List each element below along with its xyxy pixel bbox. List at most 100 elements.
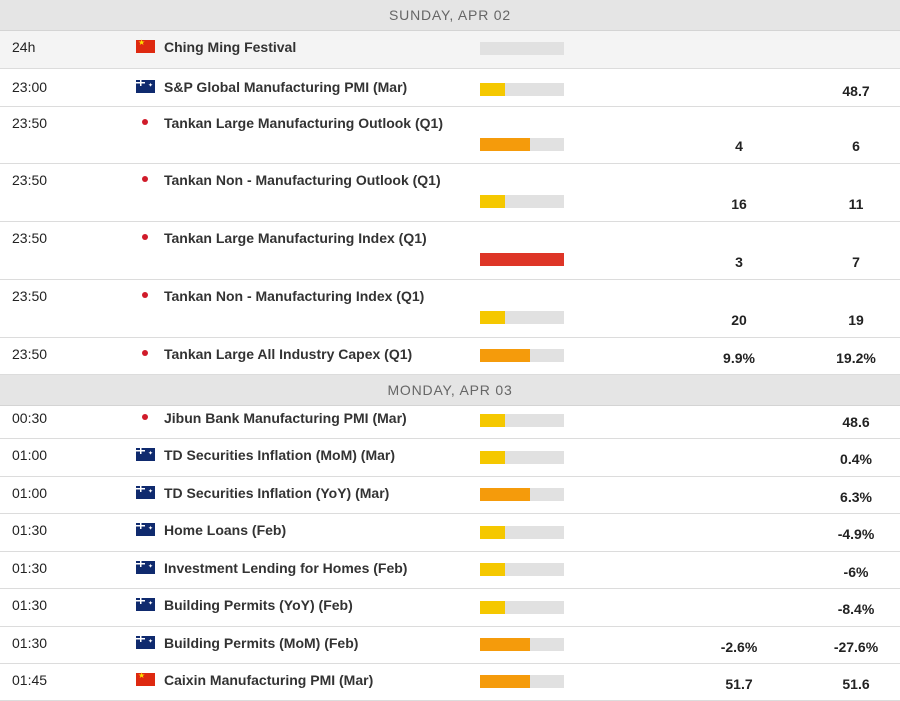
flag-jp-icon xyxy=(136,116,155,129)
flag-au-icon xyxy=(136,561,155,574)
volatility-fill xyxy=(480,675,531,688)
event-name[interactable]: Caixin Manufacturing PMI (Mar) xyxy=(164,672,374,688)
actual-value: 51.7 xyxy=(725,676,753,692)
flag-au-icon xyxy=(136,636,155,649)
event-row[interactable]: 01:45 Caixin Manufacturing PMI (Mar) 51.7 5… xyxy=(0,664,900,701)
previous-value: 7 xyxy=(852,254,860,270)
event-time: 23:50 xyxy=(12,288,48,304)
volatility-fill xyxy=(480,563,506,576)
previous-value: 48.7 xyxy=(842,83,870,99)
event-name[interactable]: Tankan Large Manufacturing Outlook (Q1) xyxy=(164,115,443,131)
actual-value: 9.9% xyxy=(723,350,755,366)
flag-au-icon xyxy=(136,448,155,461)
event-name[interactable]: Tankan Non - Manufacturing Index (Q1) xyxy=(164,288,425,304)
event-row[interactable]: 01:30 Building Permits (YoY) (Feb) -8.4% xyxy=(0,589,900,627)
actual-value: 4 xyxy=(735,138,743,154)
volatility-bar xyxy=(480,451,564,464)
event-name[interactable]: Tankan Large All Industry Capex (Q1) xyxy=(164,346,413,362)
event-time: 23:50 xyxy=(12,346,48,362)
previous-value: -6% xyxy=(843,564,869,580)
volatility-bar xyxy=(480,526,564,539)
volatility-bar xyxy=(480,675,564,688)
flag-jp-icon xyxy=(136,289,155,302)
event-name[interactable]: TD Securities Inflation (YoY) (Mar) xyxy=(164,485,390,501)
event-row[interactable]: 01:30 Home Loans (Feb) -4.9% xyxy=(0,514,900,552)
previous-value: 11 xyxy=(848,196,864,212)
volatility-bar xyxy=(480,349,564,362)
event-time: 01:30 xyxy=(12,522,48,538)
event-time: 23:00 xyxy=(12,79,48,95)
event-row[interactable]: 23:50 Tankan Large Manufacturing Outlook … xyxy=(0,107,900,164)
actual-value: 16 xyxy=(731,196,747,212)
event-row[interactable]: 01:30 Building Permits (MoM) (Feb) -2.6% -2… xyxy=(0,627,900,664)
event-row[interactable]: 00:30 Jibun Bank Manufacturing PMI (Mar) 4… xyxy=(0,406,900,439)
flag-au-icon xyxy=(136,523,155,536)
event-name[interactable]: TD Securities Inflation (MoM) (Mar) xyxy=(164,447,395,463)
flag-cn-icon xyxy=(136,38,155,53)
event-time: 23:50 xyxy=(12,172,48,188)
previous-value: 19.2% xyxy=(836,350,876,366)
event-row[interactable]: 01:00 TD Securities Inflation (MoM) (Mar)… xyxy=(0,439,900,477)
event-row[interactable]: 24h Ching Ming Festival xyxy=(0,31,900,69)
event-row[interactable]: 23:50 Tankan Large Manufacturing Index (Q… xyxy=(0,222,900,280)
flag-jp-icon xyxy=(136,347,155,360)
event-name[interactable]: Home Loans (Feb) xyxy=(164,522,287,538)
actual-value: 3 xyxy=(735,254,743,270)
volatility-fill xyxy=(480,83,506,96)
previous-value: -27.6% xyxy=(833,639,879,655)
volatility-bar xyxy=(480,195,564,208)
event-name[interactable]: Tankan Large Manufacturing Index (Q1) xyxy=(164,230,427,246)
volatility-fill xyxy=(480,414,506,427)
event-name[interactable]: Jibun Bank Manufacturing PMI (Mar) xyxy=(164,410,407,426)
volatility-bar xyxy=(480,253,564,266)
flag-au-icon xyxy=(136,598,155,611)
event-row[interactable]: 23:00 S&P Global Manufacturing PMI (Mar) 4… xyxy=(0,69,900,107)
event-name[interactable]: Building Permits (MoM) (Feb) xyxy=(164,635,359,651)
event-row[interactable]: 01:00 TD Securities Inflation (YoY) (Mar)… xyxy=(0,477,900,514)
event-time: 01:30 xyxy=(12,597,48,613)
event-row[interactable]: 23:50 Tankan Non - Manufacturing Index (Q… xyxy=(0,280,900,338)
event-time: 23:50 xyxy=(12,115,48,131)
flag-jp-icon xyxy=(136,411,155,424)
volatility-fill xyxy=(480,451,506,464)
event-name[interactable]: S&P Global Manufacturing PMI (Mar) xyxy=(164,79,408,95)
volatility-bar xyxy=(480,488,564,501)
previous-value: 6 xyxy=(852,138,860,154)
event-time: 01:30 xyxy=(12,635,48,651)
volatility-fill xyxy=(480,349,531,362)
event-name[interactable]: Ching Ming Festival xyxy=(164,39,297,55)
event-name[interactable]: Building Permits (YoY) (Feb) xyxy=(164,597,353,613)
event-row[interactable]: 01:30 Investment Lending for Homes (Feb) -… xyxy=(0,552,900,589)
event-time: 01:00 xyxy=(12,447,48,463)
flag-cn-icon xyxy=(136,671,155,686)
actual-value: 20 xyxy=(731,312,747,328)
volatility-bar xyxy=(480,563,564,576)
previous-value: 51.6 xyxy=(842,676,870,692)
event-row[interactable]: 23:50 Tankan Non - Manufacturing Outlook … xyxy=(0,164,900,222)
volatility-bar xyxy=(480,414,564,427)
volatility-bar xyxy=(480,83,564,96)
event-name[interactable]: Tankan Non - Manufacturing Outlook (Q1) xyxy=(164,172,441,188)
volatility-bar xyxy=(480,601,564,614)
flag-jp-icon xyxy=(136,231,155,244)
volatility-fill xyxy=(480,195,506,208)
volatility-bar xyxy=(480,638,564,651)
volatility-fill xyxy=(480,311,506,324)
volatility-fill xyxy=(480,601,506,614)
actual-value: -2.6% xyxy=(720,639,758,655)
previous-value: 0.4% xyxy=(840,451,872,467)
previous-value: 6.3% xyxy=(840,489,872,505)
event-row[interactable]: 23:50 Tankan Large All Industry Capex (Q1… xyxy=(0,338,900,375)
volatility-fill xyxy=(480,488,531,501)
day-monday-events: 00:30 Jibun Bank Manufacturing PMI (Mar) 4… xyxy=(0,406,900,701)
event-time: 01:30 xyxy=(12,560,48,576)
day-sunday-events: 24h Ching Ming Festival 23:00 S&P Global Ma… xyxy=(0,31,900,375)
flag-jp-icon xyxy=(136,173,155,186)
volatility-bar xyxy=(480,138,564,151)
event-time: 23:50 xyxy=(12,230,48,246)
event-name[interactable]: Investment Lending for Homes (Feb) xyxy=(164,560,408,576)
previous-value: -8.4% xyxy=(837,601,875,617)
volatility-bar xyxy=(480,311,564,324)
volatility-fill xyxy=(480,526,506,539)
